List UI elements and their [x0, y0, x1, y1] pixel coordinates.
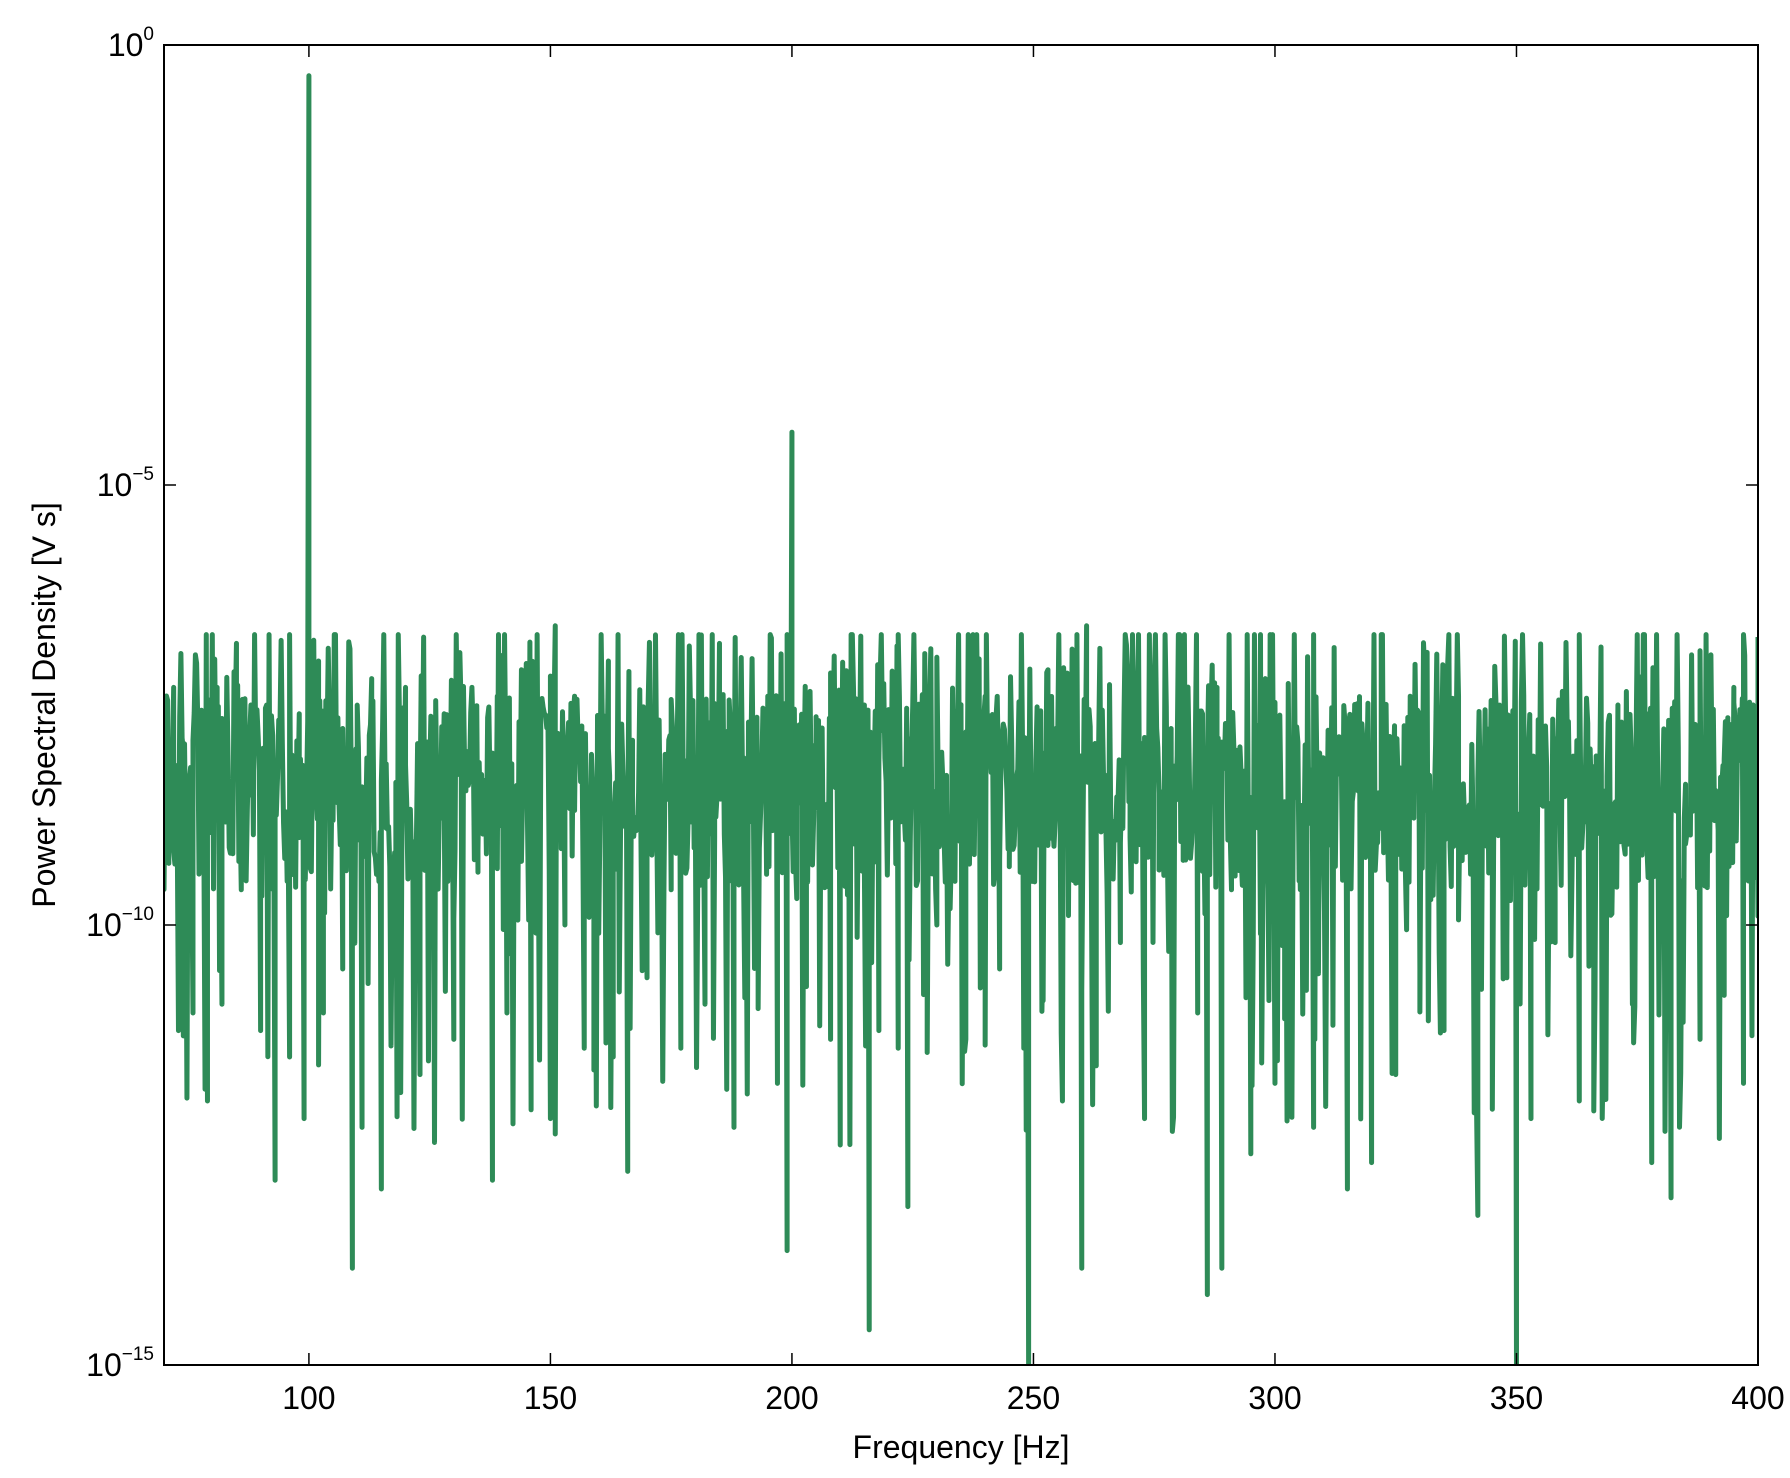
psd-series-line: [164, 73, 1758, 1365]
x-tick-label: 400: [1731, 1380, 1784, 1416]
x-axis: 100 150 200 250 300 350 400: [282, 45, 1785, 1416]
y-tick-label: 10−10: [86, 904, 154, 943]
x-tick-label: 200: [765, 1380, 818, 1416]
x-axis-label: Frequency [Hz]: [853, 1429, 1070, 1465]
y-tick-label: 10−5: [97, 464, 154, 503]
y-tick-label: 10−15: [86, 1344, 154, 1383]
y-axis-label: Power Spectral Density [V s]: [26, 502, 62, 907]
plot-frame: [163, 44, 1759, 1366]
series-layer: [164, 73, 1758, 1365]
y-axis: 100 10−5 10−10 10−15: [86, 24, 1758, 1383]
x-tick-label: 350: [1490, 1380, 1543, 1416]
x-tick-label: 250: [1007, 1380, 1060, 1416]
x-tick-label: 300: [1248, 1380, 1301, 1416]
x-tick-label: 150: [524, 1380, 577, 1416]
y-tick-label: 100: [108, 24, 154, 63]
x-tick-label: 100: [282, 1380, 335, 1416]
